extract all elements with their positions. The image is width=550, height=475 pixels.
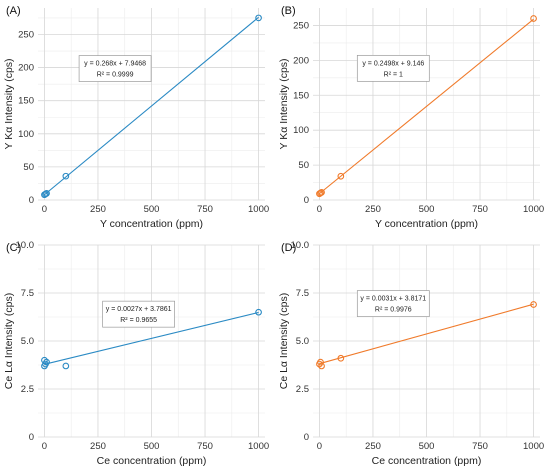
equation-frame	[102, 300, 176, 328]
equation-box: y = 0.268x + 7.9468 R² = 0.9999	[78, 55, 152, 82]
trendline	[44, 16, 259, 196]
panel-label: (A)	[6, 5, 21, 17]
panel-d: 0 250 500 750 1000 0 2.5 5.0 7.5 10.0 Ce concentra…	[275, 237, 550, 474]
x-tick-label: 0	[317, 441, 322, 452]
y-tick-label: 10.0	[16, 240, 35, 251]
y-tick-label: 2.5	[296, 384, 309, 395]
data-point	[318, 362, 325, 370]
y-tick-label: 0	[304, 432, 309, 443]
x-tick-label: 250	[365, 204, 381, 215]
equation-frame	[78, 55, 152, 82]
r-squared: R² = 0.9999	[97, 72, 134, 79]
x-tick-label: 0	[42, 441, 47, 452]
data-point	[43, 358, 50, 366]
y-axis-title: Y Kα Intensity (cps)	[3, 58, 15, 149]
x-tick-label: 1000	[523, 204, 544, 215]
panel-c: 0 250 500 750 1000 0 2.5 5.0 7.5 10.0 Ce concentra…	[0, 237, 275, 474]
x-tick-label: 500	[419, 204, 435, 215]
equation-frame	[356, 290, 430, 317]
y-tick-label: 5.0	[296, 336, 309, 347]
x-tick-label: 0	[42, 204, 47, 215]
data-point	[62, 172, 70, 180]
y-tick-label: 250	[18, 29, 34, 40]
x-tick-label: 500	[419, 441, 435, 452]
trendline	[319, 303, 534, 365]
data-point	[530, 301, 537, 308]
data-point	[255, 14, 262, 22]
data-point	[530, 15, 537, 22]
y-tick-label: 7.5	[296, 288, 309, 299]
equation-box: y = 0.0027x + 3.7861 R² = 0.9655	[102, 300, 176, 328]
panel-label: (D)	[281, 242, 296, 254]
r-squared: R² = 0.9976	[375, 307, 412, 314]
y-tick-label: 10.0	[291, 240, 310, 251]
data-point	[337, 354, 345, 362]
y-tick-label: 7.5	[21, 288, 34, 299]
equation-box: y = 0.0031x + 3.8171 R² = 0.9976	[356, 290, 430, 317]
data-point	[43, 190, 50, 197]
x-tick-label: 250	[365, 441, 381, 452]
x-axis-title: Y concentration (ppm)	[375, 218, 478, 230]
panel-b: 0 250 500 750 1000 0 50 100 150 200 250 Y concentra…	[275, 0, 550, 237]
x-tick-label: 500	[144, 204, 160, 215]
equation-box: y = 0.2498x + 9.146 R² = 1	[356, 54, 430, 82]
panel-a: 0 250 500 750 1000 0 50 100 150 200 250 Y concentra…	[0, 0, 275, 237]
x-tick-label: 250	[90, 441, 106, 452]
x-tick-label: 0	[317, 204, 322, 215]
data-point	[318, 188, 325, 196]
fit-equation: y = 0.0031x + 3.8171	[360, 296, 426, 303]
y-tick-label: 200	[18, 63, 34, 74]
x-tick-label: 750	[472, 441, 488, 452]
x-tick-label: 250	[90, 204, 106, 215]
chart-svg: 0 250 500 750 1000 0 2.5 5.0 7.5 10.0 Ce concentra…	[3, 240, 269, 467]
r-squared: R² = 0.9655	[120, 317, 157, 324]
x-axis-title: Y concentration (ppm)	[100, 218, 203, 230]
fit-equation: y = 0.0027x + 3.7861	[106, 306, 172, 313]
y-tick-label: 5.0	[21, 336, 34, 347]
y-axis-title: Ce Lα Intensity (cps)	[278, 293, 290, 390]
data-point	[317, 358, 324, 366]
data-point	[255, 308, 262, 316]
trendline	[44, 311, 259, 365]
data-point	[62, 362, 70, 370]
y-tick-label: 100	[293, 125, 309, 136]
equation-frame	[356, 54, 430, 82]
y-tick-label: 0	[304, 195, 309, 206]
fit-equation: y = 0.2498x + 9.146	[362, 60, 424, 67]
x-tick-label: 1000	[523, 441, 544, 452]
x-tick-label: 500	[144, 441, 160, 452]
x-tick-label: 1000	[248, 204, 269, 215]
x-tick-label: 750	[197, 441, 213, 452]
y-axis-title: Y Kα Intensity (cps)	[278, 58, 290, 149]
y-tick-label: 50	[23, 162, 34, 173]
x-axis-title: Ce concentration (ppm)	[97, 455, 207, 467]
x-tick-label: 750	[197, 204, 213, 215]
panel-label: (C)	[6, 242, 21, 254]
data-point	[337, 172, 345, 180]
x-axis-title: Ce concentration (ppm)	[372, 455, 482, 467]
r-squared: R² = 1	[384, 71, 403, 78]
y-tick-label: 0	[29, 195, 34, 206]
chart-svg: 0 250 500 750 1000 0 50 100 150 200 250 Y concentra…	[278, 5, 544, 230]
x-tick-label: 750	[472, 204, 488, 215]
panel-label: (B)	[281, 5, 296, 17]
chart-svg: 0 250 500 750 1000 0 2.5 5.0 7.5 10.0 Ce concentra…	[278, 240, 544, 467]
y-tick-label: 0	[29, 432, 34, 443]
x-tick-label: 1000	[248, 441, 269, 452]
y-tick-label: 150	[293, 90, 309, 101]
trendline	[319, 18, 534, 195]
y-tick-label: 150	[18, 96, 34, 107]
y-tick-label: 200	[293, 55, 309, 66]
y-tick-label: 2.5	[21, 384, 34, 395]
y-axis-title: Ce Lα Intensity (cps)	[3, 293, 15, 390]
y-tick-label: 250	[293, 20, 309, 31]
y-tick-label: 50	[298, 160, 309, 171]
y-tick-label: 100	[18, 129, 34, 140]
chart-svg: 0 250 500 750 1000 0 50 100 150 200 250 Y concentra…	[3, 5, 269, 230]
fit-equation: y = 0.268x + 7.9468	[84, 61, 146, 68]
